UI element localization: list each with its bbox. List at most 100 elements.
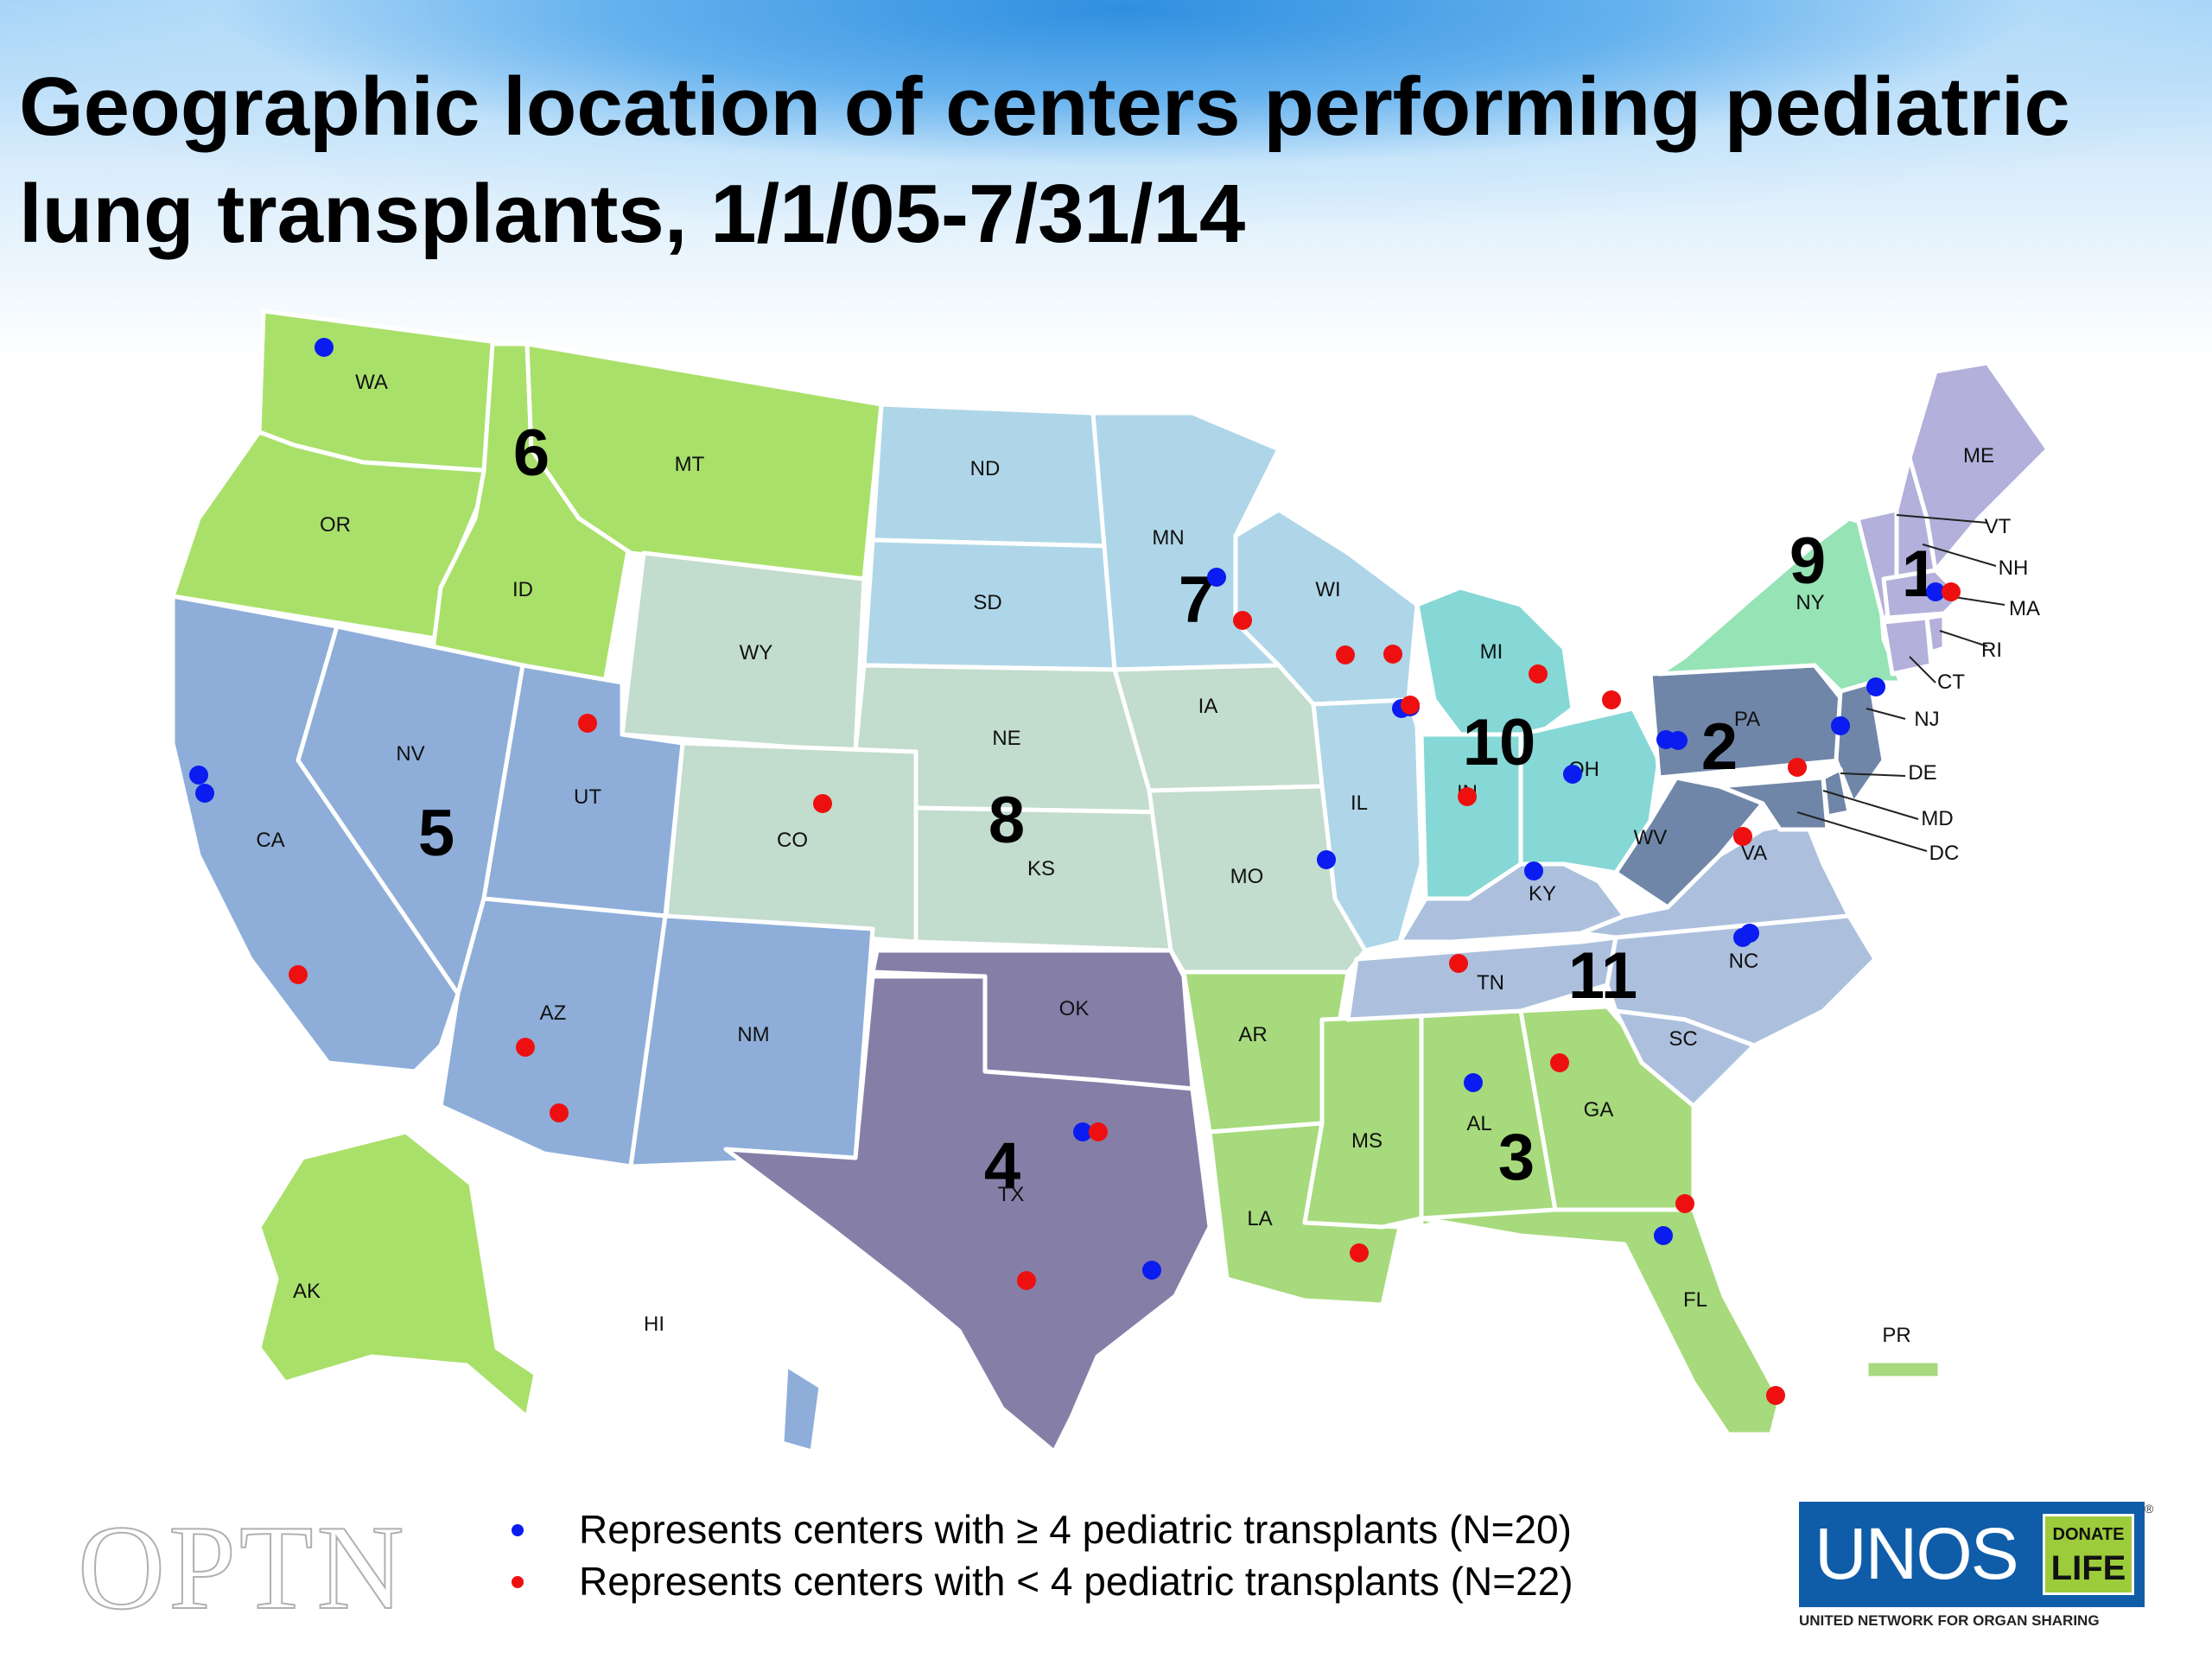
state-label-WA: WA [355,371,388,394]
state-MS [1302,1013,1424,1230]
state-RI [1924,613,1947,655]
state-TX [723,974,1212,1454]
donate-life-line2: LIFE [2050,1549,2126,1587]
center-marker-ge4 [1317,850,1336,869]
center-marker-ge4 [1866,677,1885,696]
center-marker-ge4 [315,338,334,357]
state-label-DC: DC [1929,842,1960,865]
state-label-WV: WV [1634,826,1668,849]
center-marker-ge4 [1669,731,1688,750]
state-label-AR: AR [1238,1023,1267,1046]
region-label-4: 4 [984,1129,1020,1203]
legend-label-ge4: Represents centers with ≥ 4 pediatric tr… [579,1507,1572,1552]
optn-logo: OPTN [77,1501,408,1635]
center-marker-ge4 [195,784,214,803]
state-label-AL: AL [1466,1112,1491,1135]
transplant-centers [189,338,1961,1405]
state-label-WY: WY [740,641,773,664]
state-label-AZ: AZ [540,1001,567,1025]
region-label-2: 2 [1701,710,1738,784]
state-label-CA: CA [256,829,284,852]
center-marker-lt4 [813,794,832,813]
center-marker-lt4 [1675,1194,1694,1213]
state-MI [1414,585,1575,737]
state-label-SD: SD [973,591,1001,614]
state-label-IL: IL [1351,791,1368,815]
center-marker-lt4 [1383,645,1402,664]
state-label-OK: OK [1059,997,1090,1020]
state-label-AK: AK [293,1280,321,1303]
center-marker-lt4 [1602,690,1621,709]
center-marker-lt4 [1350,1243,1369,1262]
state-label-CO: CO [777,829,808,852]
state-abbreviation-labels: WA OR ID MT ND SD MN WI MI NY ME VT NH MA RI CT NJ DE MD DC… [256,371,2040,1347]
center-marker-lt4 [550,1103,569,1122]
center-marker-lt4 [1529,664,1548,683]
state-MA [1881,568,1964,620]
registered-mark: ® [2145,1502,2154,1516]
state-label-PA: PA [1734,708,1760,731]
donate-life-line1: DONATE [2052,1525,2125,1544]
center-marker-ge4 [1563,765,1582,784]
state-label-TN: TN [1477,971,1504,995]
center-marker-ge4 [1524,861,1543,880]
center-marker-lt4 [289,965,308,984]
state-label-ME: ME [1963,444,1994,467]
state-SC [1613,1008,1757,1109]
state-WV [1613,775,1765,910]
center-marker-lt4 [578,714,597,733]
state-label-PR: PR [1882,1324,1910,1347]
center-marker-ge4 [1464,1073,1483,1092]
slide-title: Geographic location of centers performin… [19,60,2070,260]
state-IA [1112,663,1325,793]
state-label-HI: HI [644,1313,664,1336]
region-label-9: 9 [1789,524,1826,598]
center-marker-lt4 [1942,582,1961,601]
legend-item-ge4: Represents centers with ≥ 4 pediatric tr… [501,1503,1711,1555]
legend-blue-dot-icon [512,1524,524,1536]
state-label-MI: MI [1480,640,1503,664]
center-marker-ge4 [1654,1226,1673,1245]
state-label-NV: NV [396,742,424,766]
center-marker-ge4 [189,766,208,785]
center-marker-lt4 [1089,1122,1108,1141]
state-label-MD: MD [1921,807,1953,830]
header-background [0,0,2212,363]
center-marker-lt4 [1733,827,1752,846]
center-marker-lt4 [1766,1386,1785,1405]
center-marker-lt4 [1458,787,1477,806]
state-FL [1419,1207,1783,1437]
legend-red-dot-icon [512,1576,524,1588]
donate-life-badge: DONATE LIFE [2043,1514,2134,1595]
state-label-LA: LA [1247,1207,1272,1230]
state-label-MO: MO [1230,865,1264,888]
state-label-MT: MT [675,453,705,476]
center-marker-ge4 [1733,928,1752,947]
unos-tagline: UNITED NETWORK FOR ORGAN SHARING [1799,1612,2100,1629]
state-label-NE: NE [992,727,1020,750]
center-marker-ge4 [1926,582,1945,601]
unos-logo-box: UNOS DONATE LIFE [1799,1502,2145,1607]
state-label-WI: WI [1315,578,1340,601]
state-label-ID: ID [512,578,533,601]
state-AK [257,1129,538,1420]
state-label-KS: KS [1027,857,1055,880]
state-label-OR: OR [320,513,351,537]
state-label-MS: MS [1351,1129,1382,1153]
state-label-CT: CT [1937,671,1965,694]
state-label-NC: NC [1729,950,1759,973]
state-label-IA: IA [1198,695,1218,718]
center-marker-lt4 [1336,645,1355,664]
legend-label-lt4: Represents centers with < 4 pediatric tr… [579,1559,1573,1604]
state-label-NM: NM [737,1023,769,1046]
state-label-TX: TX [998,1183,1025,1206]
state-label-RI: RI [1981,639,2002,662]
center-marker-lt4 [1788,758,1807,777]
state-AZ [438,896,668,1169]
state-label-FL: FL [1683,1288,1707,1312]
state-label-KY: KY [1529,882,1556,906]
center-marker-lt4 [1017,1271,1036,1290]
legend: Represents centers with ≥ 4 pediatric tr… [501,1503,1711,1607]
